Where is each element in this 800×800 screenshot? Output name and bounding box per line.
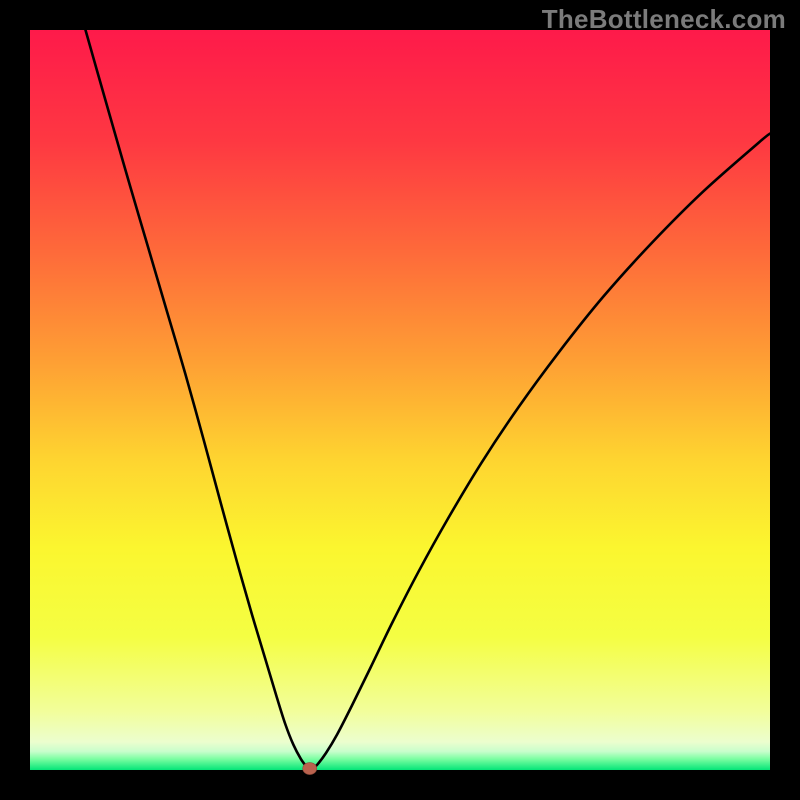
optimal-point-marker [303,763,317,775]
plot-background [30,30,770,770]
watermark-text: TheBottleneck.com [542,4,786,35]
bottleneck-chart [0,0,800,800]
